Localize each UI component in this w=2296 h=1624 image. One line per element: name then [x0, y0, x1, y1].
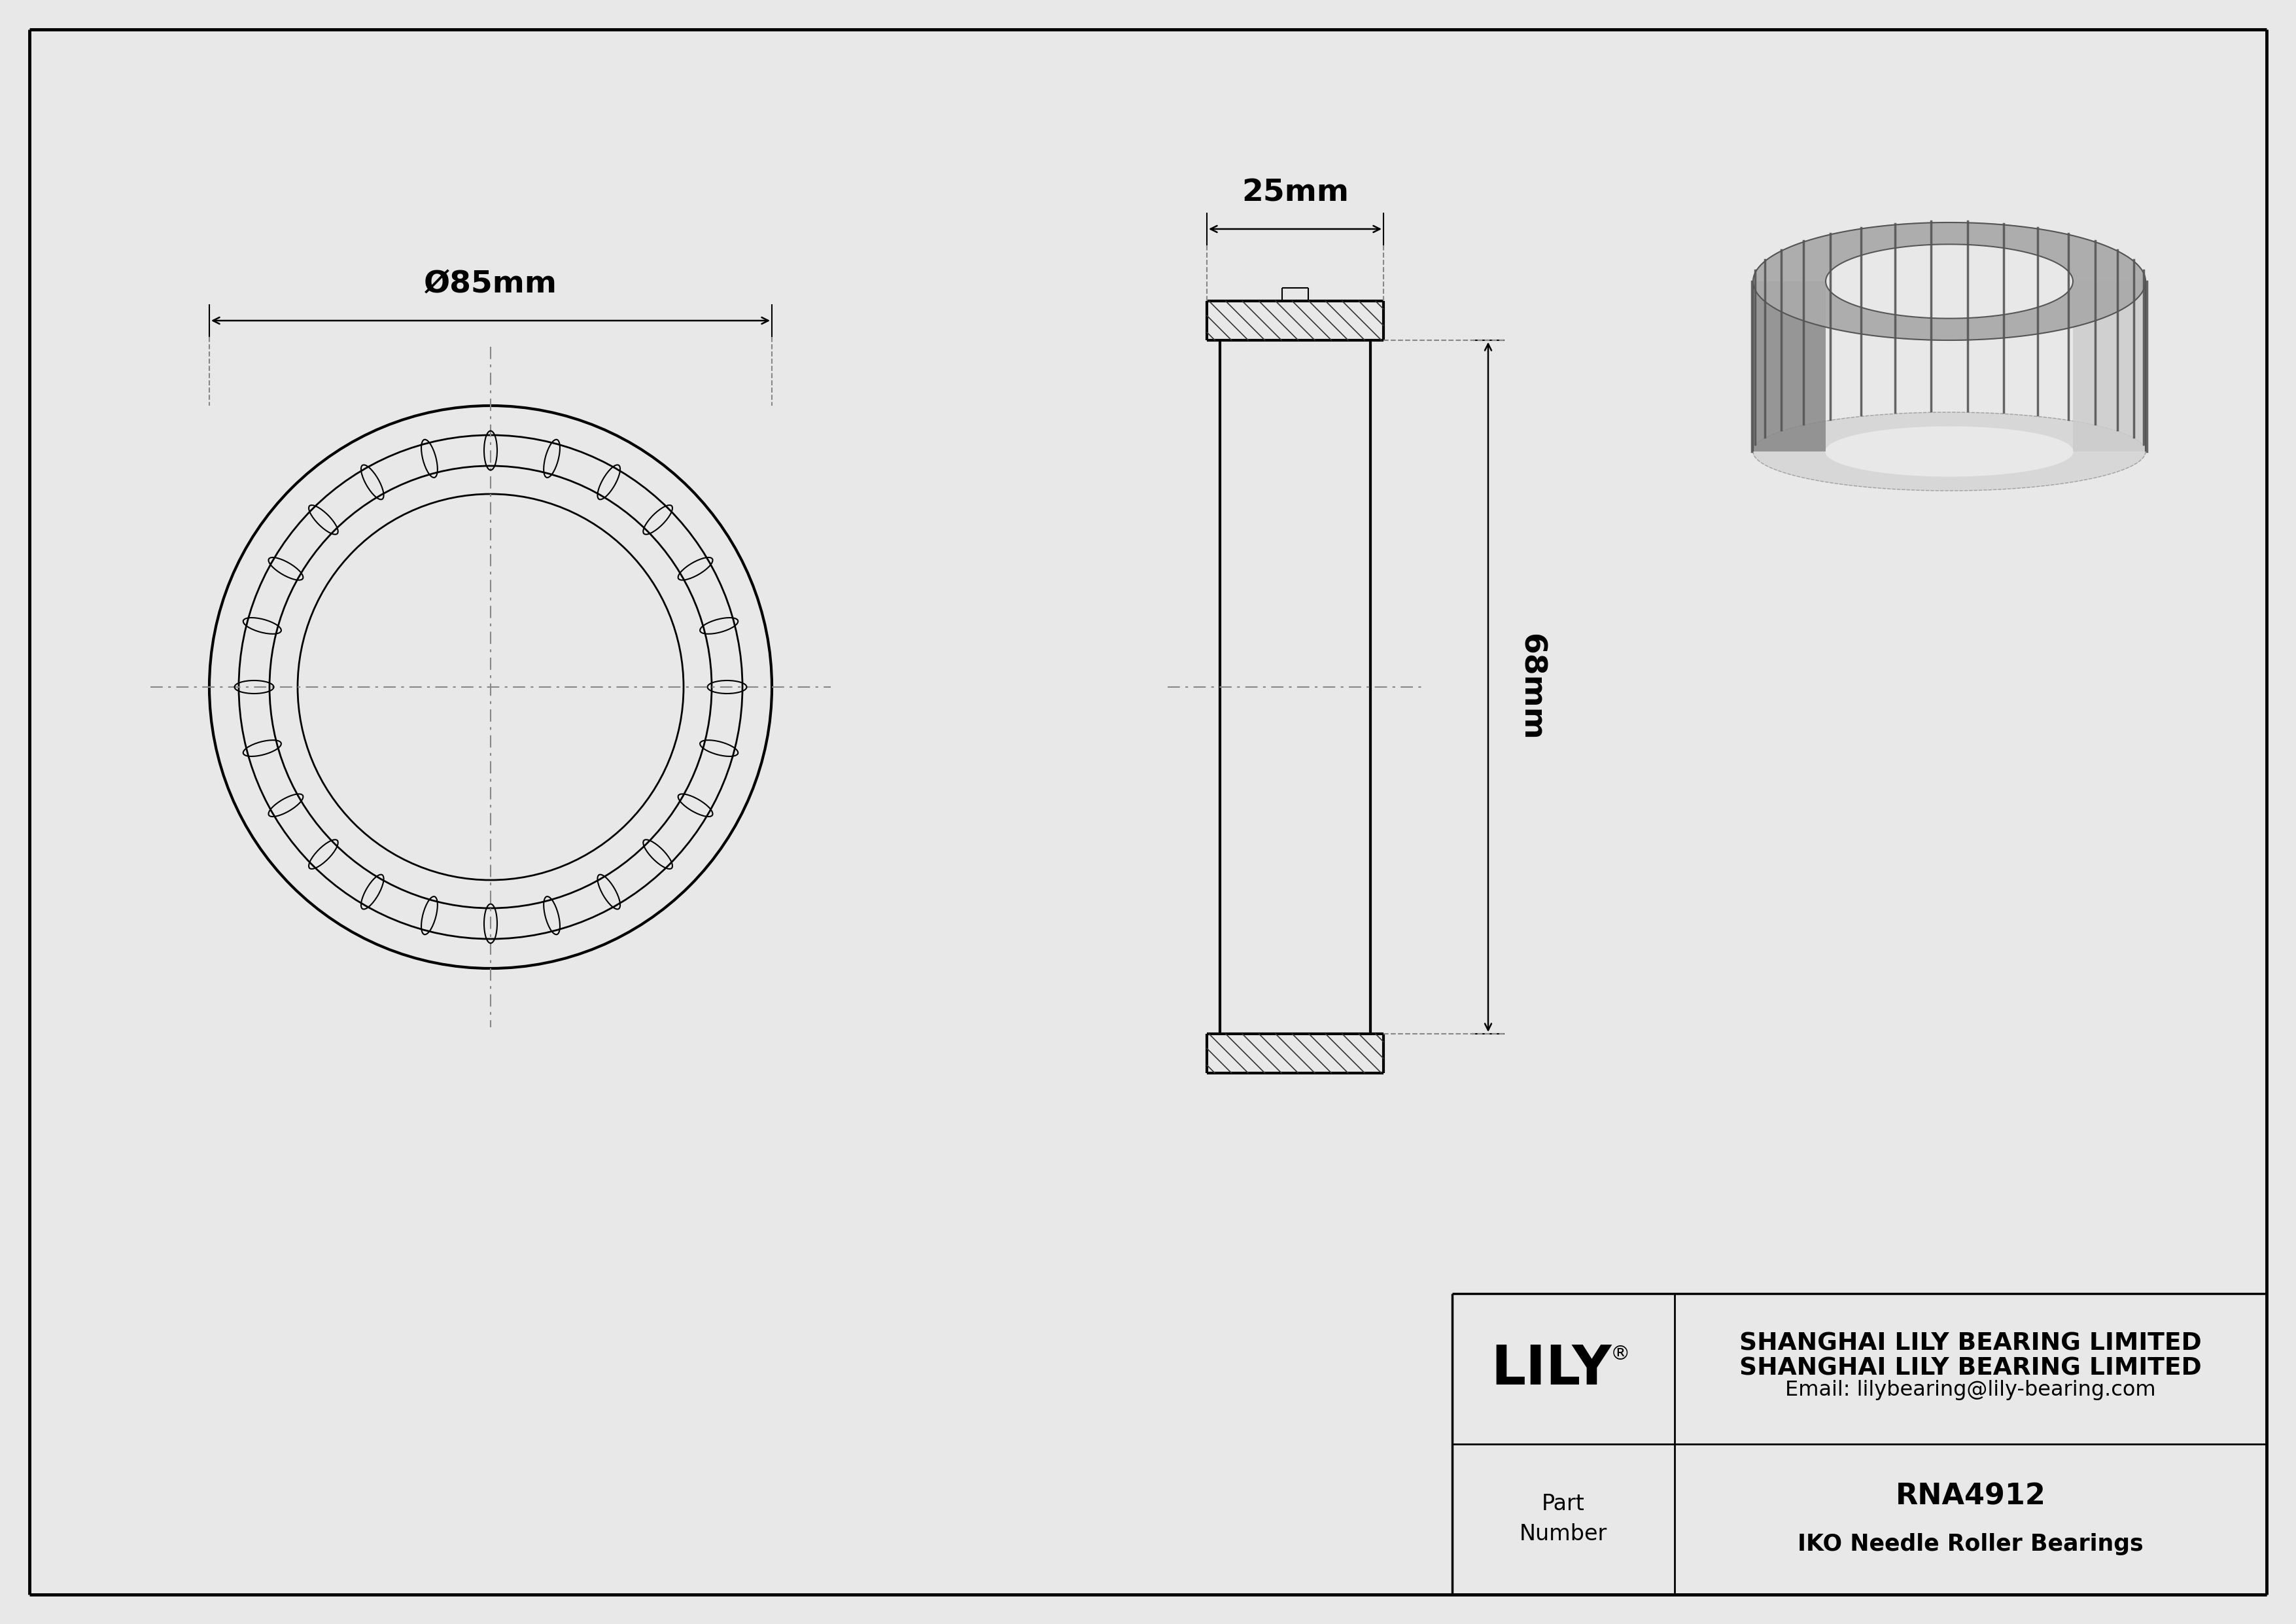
- Text: SHANGHAI LILY BEARING LIMITED: SHANGHAI LILY BEARING LIMITED: [1740, 1358, 2202, 1380]
- Polygon shape: [1754, 412, 2144, 490]
- Text: IKO Needle Roller Bearings: IKO Needle Roller Bearings: [1798, 1533, 2144, 1556]
- Text: ®: ®: [1609, 1345, 1630, 1364]
- Text: 25mm: 25mm: [1242, 179, 1348, 208]
- Polygon shape: [1825, 427, 2073, 476]
- Text: Email: lilybearing@lily-bearing.com: Email: lilybearing@lily-bearing.com: [1786, 1380, 2156, 1400]
- Text: SHANGHAI LILY BEARING LIMITED: SHANGHAI LILY BEARING LIMITED: [1740, 1332, 2202, 1356]
- Text: Ø85mm: Ø85mm: [425, 270, 558, 299]
- Text: 68mm: 68mm: [1515, 633, 1545, 741]
- Polygon shape: [1825, 244, 2073, 318]
- Polygon shape: [1754, 222, 2144, 341]
- Text: RNA4912: RNA4912: [1896, 1483, 2046, 1510]
- Polygon shape: [1754, 281, 1825, 451]
- Text: LILY: LILY: [1490, 1343, 1612, 1395]
- Polygon shape: [2073, 281, 2144, 451]
- Text: Part
Number: Part Number: [1520, 1494, 1607, 1544]
